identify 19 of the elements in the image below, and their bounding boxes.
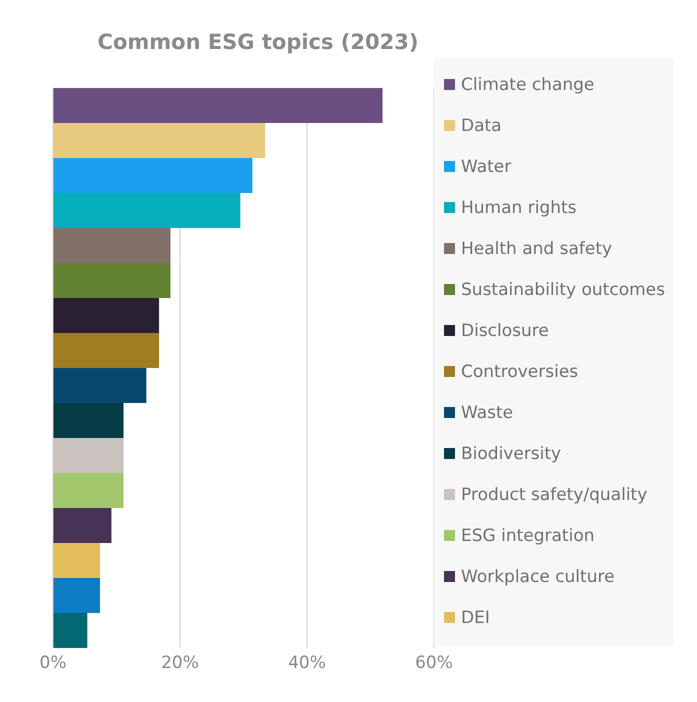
chart-title: Common ESG topics (2023) — [96, 29, 420, 56]
x-tick-label: 60% — [415, 653, 453, 674]
legend-label: Sustainability outcomes — [461, 280, 665, 300]
legend-label: Controversies — [461, 362, 578, 382]
legend-label: Disclosure — [461, 320, 549, 340]
legend-label: ESG integration — [461, 526, 594, 546]
legend-label: Data — [461, 116, 502, 136]
legend-label: Waste — [461, 402, 514, 422]
x-tick-label: 40% — [288, 653, 326, 674]
legend-label: Biodiversity — [461, 444, 562, 464]
legend-label: Workplace culture — [461, 566, 615, 586]
legend-label: DEI — [461, 608, 490, 628]
legend-label: Health and safety — [461, 238, 612, 258]
legend-label: Climate change — [461, 74, 594, 94]
x-tick-label: 20% — [161, 653, 199, 674]
legend-label: Product safety/quality — [461, 484, 648, 504]
legend-label: Human rights — [461, 198, 577, 218]
x-tick-label: 0% — [40, 653, 66, 674]
legend-label: Water — [461, 156, 512, 176]
